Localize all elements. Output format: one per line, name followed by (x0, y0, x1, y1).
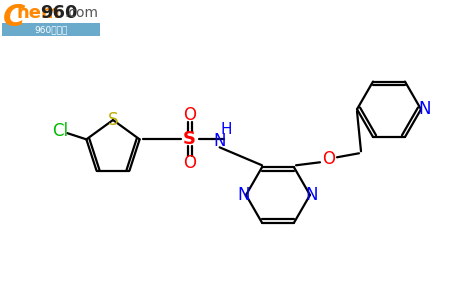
Text: O: O (322, 150, 336, 168)
Text: C: C (3, 3, 26, 32)
FancyBboxPatch shape (2, 23, 100, 36)
Text: Cl: Cl (52, 122, 68, 140)
Text: .com: .com (64, 6, 98, 20)
Text: N: N (238, 186, 250, 204)
Text: N: N (419, 100, 431, 118)
Text: N: N (306, 186, 318, 204)
Text: S: S (108, 111, 118, 129)
Text: O: O (183, 106, 196, 124)
Text: S: S (183, 130, 196, 148)
Text: O: O (183, 154, 196, 172)
Text: H: H (221, 122, 232, 137)
Text: hem: hem (16, 4, 60, 22)
Text: N: N (213, 132, 226, 150)
Text: 960: 960 (40, 4, 78, 22)
Text: 960化工网: 960化工网 (34, 25, 68, 35)
